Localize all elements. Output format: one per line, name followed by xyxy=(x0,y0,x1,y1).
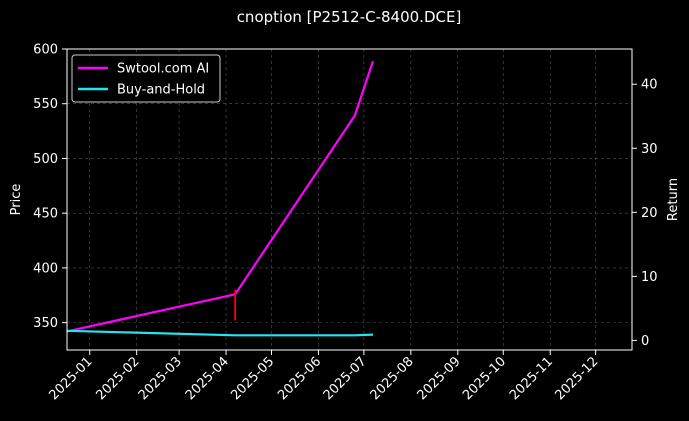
x-tick-label: 2025-10 xyxy=(460,354,509,403)
x-tick-label: 2025-11 xyxy=(507,354,556,403)
y2-tick-label: 10 xyxy=(641,270,658,285)
y2-tick-label: 40 xyxy=(641,78,658,93)
x-tick-label: 2025-08 xyxy=(368,354,417,403)
x-tick-label: 2025-03 xyxy=(136,354,185,403)
x-tick-label: 2025-05 xyxy=(228,354,277,403)
legend-label: Buy-and-Hold xyxy=(117,83,205,98)
legend: Swtool.com AI Buy-and-Hold xyxy=(71,54,221,103)
y-tick-label: 550 xyxy=(33,97,58,112)
series-line-1 xyxy=(66,329,374,337)
legend-label: Swtool.com AI xyxy=(117,62,209,77)
plot-frame xyxy=(66,48,633,351)
y-axis-label: Price xyxy=(9,184,24,216)
y-tick-label: 600 xyxy=(33,43,58,58)
x-tick-label: 2025-09 xyxy=(415,354,464,403)
series-layer xyxy=(66,60,375,337)
x-tick-label: 2025-04 xyxy=(183,354,232,403)
y2-tick-label: 20 xyxy=(641,206,658,221)
x-tick-label: 2025-01 xyxy=(47,354,96,403)
x-tick-label: 2025-06 xyxy=(275,354,324,403)
y-tick-label: 400 xyxy=(33,261,58,276)
y2-axis-label: Return xyxy=(666,178,681,221)
x-tick-label: 2025-12 xyxy=(552,354,601,403)
y-tick-label: 450 xyxy=(33,207,58,222)
y2-tick-label: 30 xyxy=(641,142,658,157)
grid xyxy=(67,48,632,350)
y-tick-label: 350 xyxy=(33,316,58,331)
chart-title: cnoption [P2512-C-8400.DCE] xyxy=(237,8,462,26)
x-tick-label: 2025-07 xyxy=(321,354,370,403)
series-line-0 xyxy=(66,60,375,333)
legend-box xyxy=(71,54,221,103)
x-tick-label: 2025-02 xyxy=(93,354,142,403)
y2-tick-label: 0 xyxy=(641,334,649,349)
y-tick-label: 500 xyxy=(33,152,58,167)
